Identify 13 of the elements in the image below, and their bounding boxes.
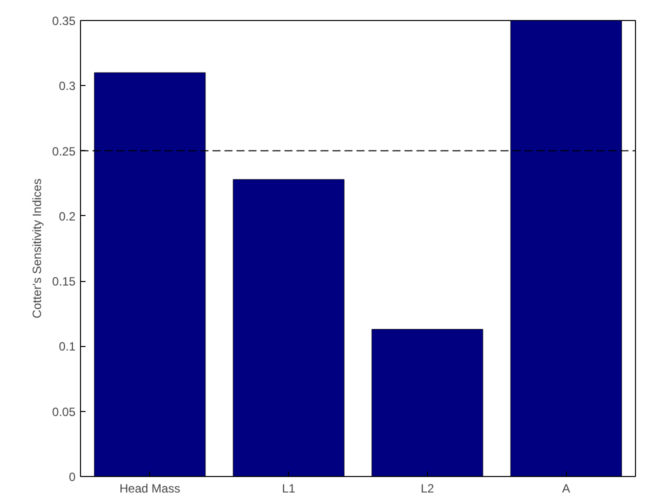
x-tick-label: A [562, 482, 570, 496]
y-axis-title: Cotter's Sensitivity Indices [30, 178, 44, 318]
x-tick-label: L1 [282, 482, 296, 496]
x-tick-label: Head Mass [120, 482, 180, 496]
y-tick-label: 0.35 [52, 14, 76, 28]
y-tick-label: 0.3 [58, 79, 76, 94]
y-tick-label: 0.2 [58, 209, 76, 224]
y-tick-label: 0.25 [52, 144, 76, 158]
y-tick-label: 0 [68, 470, 76, 484]
y-tick-label: 0.15 [52, 274, 76, 289]
y-tick-label: 0.1 [58, 340, 76, 354]
y-tick-label: 0.05 [52, 404, 76, 419]
x-tick-label: L2 [420, 482, 434, 496]
